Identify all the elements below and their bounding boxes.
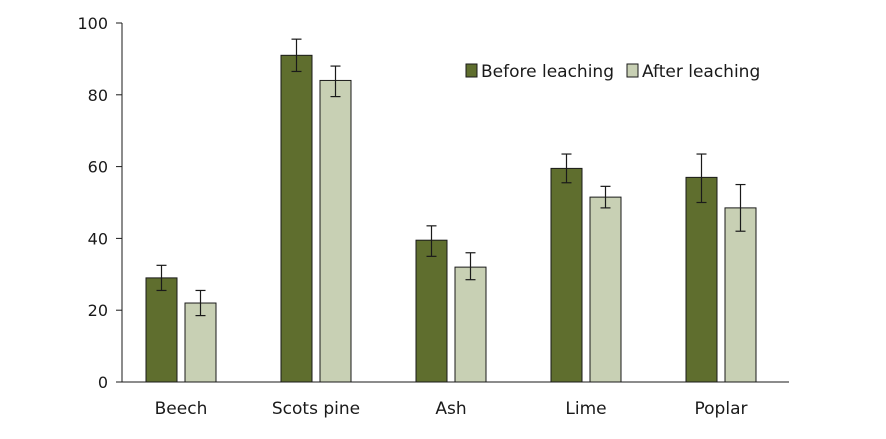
x-tick-label: Ash [435,399,466,419]
x-tick-label: Beech [155,399,208,419]
legend-label-before: Before leaching [481,62,614,82]
x-tick-label: Poplar [695,399,748,419]
legend: Before leaching After leaching [465,62,760,82]
labels: 0 20 40 60 80 100 Beech Scots pine Ash Lime Poplar [77,14,747,419]
y-tick-label: 100 [77,14,108,33]
y-tick-label: 40 [88,229,108,248]
bar-poplar-before [685,176,718,383]
legend-swatch-after [626,63,639,78]
bars [145,54,757,383]
x-tick-label: Lime [565,399,606,419]
legend-swatch-before [465,63,478,78]
bar-beech-before [145,277,178,383]
legend-label-after: After leaching [642,62,760,82]
bar-poplar-after [724,207,757,383]
bar-scots-pine-after [319,79,352,383]
y-tick-label: 20 [88,301,108,320]
y-tick-label: 60 [88,158,108,177]
bar-ash-after [454,266,487,383]
x-tick-label: Scots pine [272,399,360,419]
error-bars [156,38,746,317]
bar-lime-before [550,167,583,383]
bar-scots-pine-before [280,54,313,383]
bar-lime-after [589,196,622,383]
y-tick-label: 80 [88,86,108,105]
bar-ash-before [415,239,448,383]
y-tick-label: 0 [98,373,108,392]
